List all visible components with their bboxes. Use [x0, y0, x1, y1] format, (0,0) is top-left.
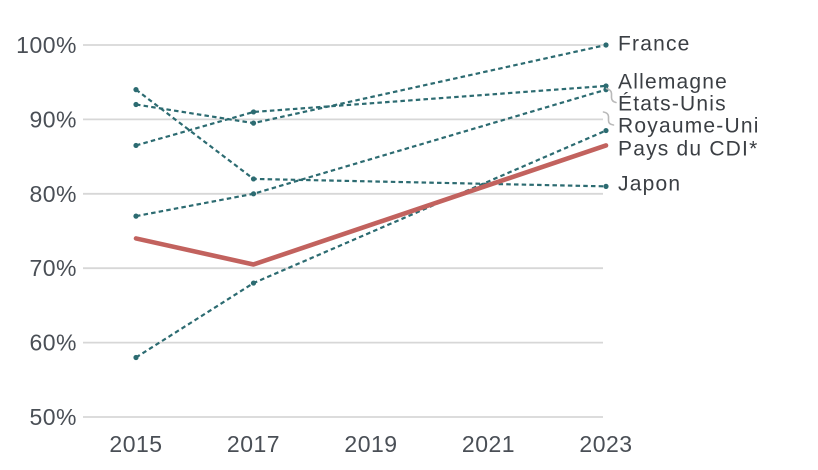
- data-point-allemagne-2023: [603, 83, 609, 89]
- data-point-france-2023: [603, 42, 609, 48]
- data-point-etats-unis-2015: [133, 213, 139, 219]
- y-tick-label-100: 100%: [16, 32, 77, 58]
- data-point-japon-2015: [133, 87, 139, 93]
- series-line-allemagne: [135, 84, 607, 147]
- data-point-royaume-uni-2015: [133, 354, 139, 361]
- x-tick-label-2023: 2023: [579, 431, 632, 457]
- series-line-pays-du-cdi: [133, 143, 609, 267]
- data-point-royaume-uni-2023: [603, 127, 609, 134]
- x-tick-label-2015: 2015: [109, 431, 162, 457]
- data-point-france-2017: [250, 120, 257, 126]
- x-tick-label-2017: 2017: [227, 431, 280, 457]
- series-label-allemagne: Allemagne: [618, 70, 728, 93]
- data-point-japon-2023: [603, 183, 609, 189]
- data-point-allemagne-2017: [250, 109, 257, 115]
- x-tick-label-2021: 2021: [462, 431, 515, 457]
- series-label-royaume-uni: Royaume-Uni: [618, 114, 760, 137]
- series-label-pays-du-cdi: Pays du CDI*: [618, 137, 758, 160]
- data-point-royaume-uni-2017: [250, 280, 257, 286]
- y-tick-label-60: 60%: [29, 330, 77, 356]
- series-label-etats-unis: États-Unis: [618, 92, 727, 115]
- data-point-france-2015: [133, 101, 139, 108]
- series-label-japon: Japon: [618, 172, 681, 195]
- y-tick-label-90: 90%: [29, 106, 77, 132]
- label-connector-royaume-uni: [602, 111, 615, 126]
- y-tick-label-50: 50%: [29, 404, 77, 430]
- x-tick-label-2019: 2019: [344, 431, 397, 457]
- label-connector-etats-unis: [605, 87, 617, 104]
- data-point-japon-2017: [250, 176, 257, 182]
- y-tick-label-80: 80%: [29, 181, 77, 207]
- series-line-royaume-uni: [135, 129, 607, 359]
- data-point-allemagne-2015: [133, 142, 139, 149]
- series-line-etats-unis: [135, 88, 607, 218]
- series-label-france: France: [618, 32, 691, 55]
- y-tick-label-70: 70%: [29, 255, 77, 281]
- series-line-france: [135, 43, 607, 125]
- data-point-etats-unis-2017: [250, 191, 257, 197]
